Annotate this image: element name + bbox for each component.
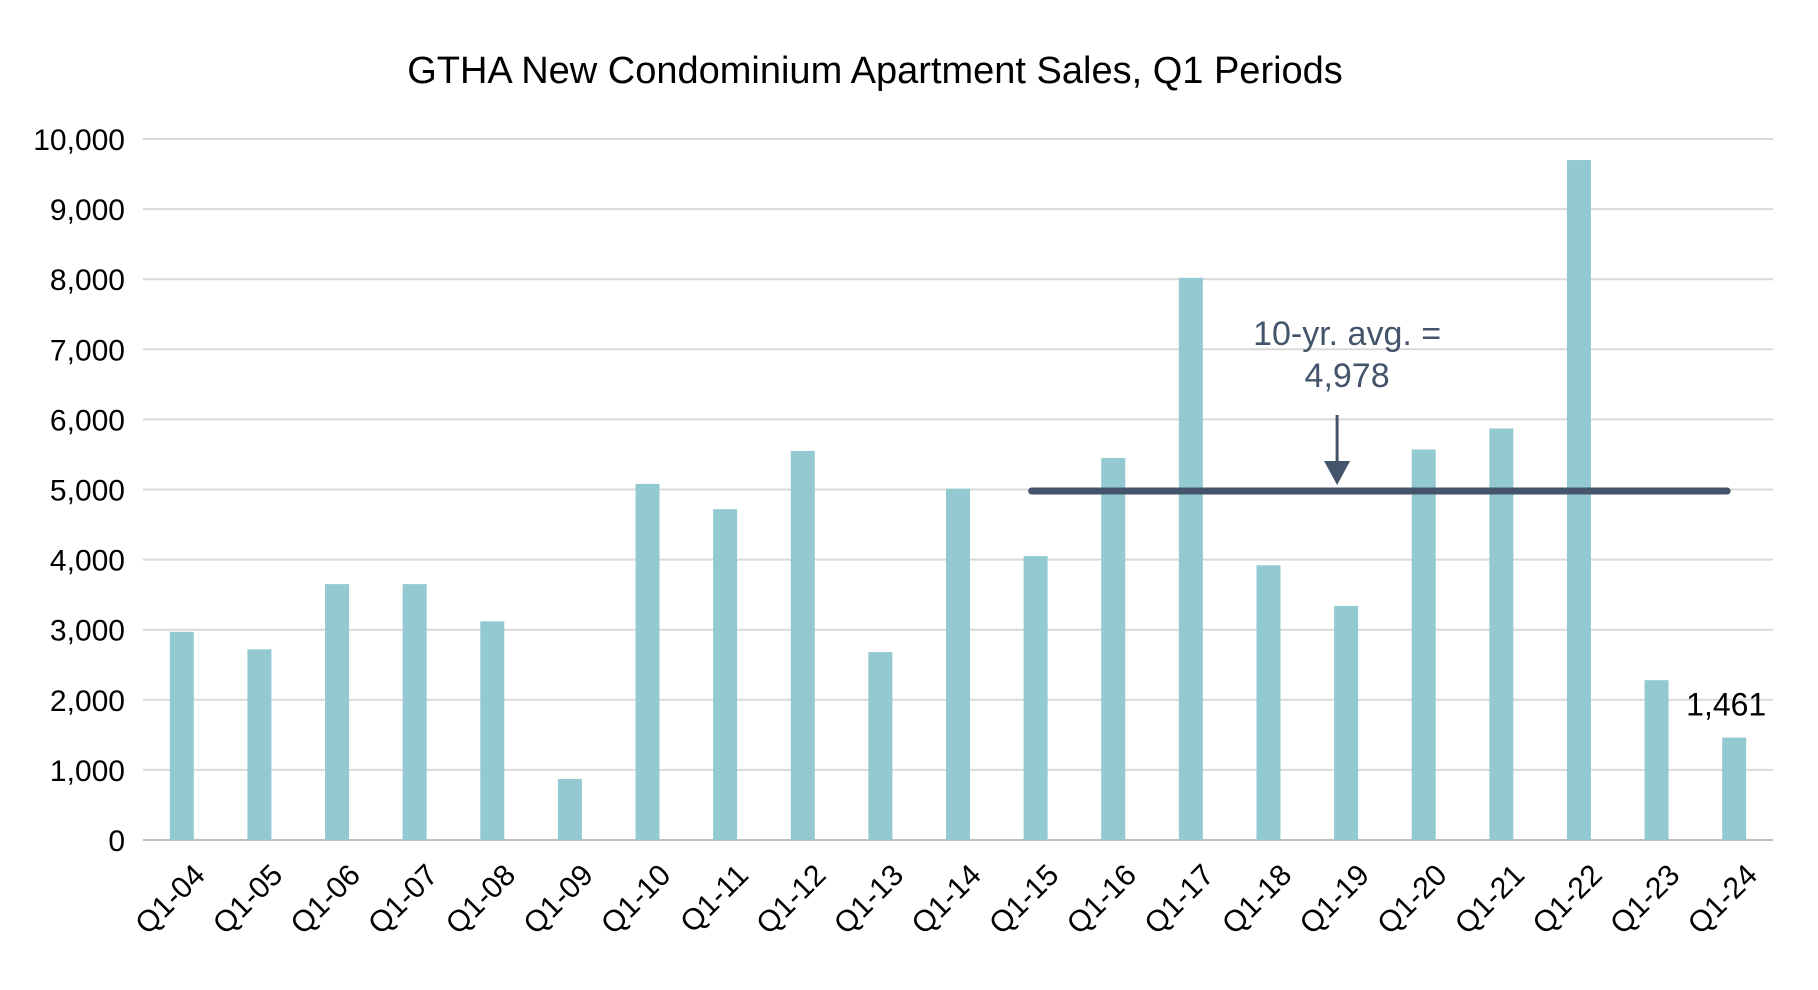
- bar-q1-16: [1101, 457, 1126, 840]
- x-tick-label: Q1-05: [207, 858, 289, 940]
- y-tick-label: 6,000: [50, 404, 125, 437]
- x-tick-label: Q1-24: [1682, 858, 1764, 940]
- bar-q1-21: [1489, 428, 1514, 840]
- x-tick-label: Q1-15: [983, 858, 1065, 940]
- x-tick-label: Q1-08: [440, 858, 522, 940]
- bar-q1-04: [169, 631, 194, 840]
- y-tick-label: 3,000: [50, 615, 125, 648]
- bar-q1-17: [1178, 277, 1203, 841]
- x-tick-label: Q1-07: [362, 858, 444, 940]
- x-tick-label: Q1-06: [285, 858, 367, 940]
- data-labels: 1,461: [1686, 687, 1766, 723]
- x-tick-label: Q1-12: [750, 858, 832, 940]
- bar-q1-06: [325, 584, 350, 840]
- x-tick-label: Q1-14: [905, 858, 987, 940]
- y-tick-label: 5,000: [50, 475, 125, 508]
- bar-q1-12: [790, 450, 815, 840]
- y-tick-label: 0: [108, 825, 125, 858]
- y-tick-label: 2,000: [50, 685, 125, 718]
- bar-q1-14: [946, 488, 970, 840]
- bar-q1-24: [1722, 737, 1747, 840]
- y-tick-label: 10,000: [33, 124, 125, 157]
- y-axis-ticks: 0 1,000 2,000 3,000 4,000 5,000 6,000 7,000 8,00…: [33, 124, 125, 858]
- x-tick-label: Q1-16: [1061, 858, 1143, 940]
- x-tick-label: Q1-19: [1294, 858, 1376, 940]
- x-tick-label: Q1-23: [1604, 858, 1686, 940]
- data-label: 1,461: [1686, 687, 1766, 723]
- chart-title: GTHA New Condominium Apartment Sales, Q1…: [407, 50, 1343, 92]
- y-tick-label: 4,000: [50, 545, 125, 578]
- bar-q1-23: [1644, 680, 1669, 840]
- bar-q1-09: [557, 779, 582, 840]
- bars: [169, 160, 1747, 841]
- bar-q1-15: [1023, 556, 1048, 840]
- bar-q1-20: [1411, 449, 1436, 840]
- y-tick-label: 8,000: [50, 264, 125, 297]
- x-tick-label: Q1-09: [517, 858, 599, 940]
- x-tick-label: Q1-11: [674, 858, 755, 939]
- bar-q1-18: [1256, 565, 1281, 840]
- x-tick-label: Q1-20: [1371, 858, 1453, 940]
- x-tick-label: Q1-17: [1138, 858, 1220, 940]
- bar-q1-11: [713, 509, 738, 840]
- x-tick-label: Q1-10: [595, 858, 677, 940]
- x-tick-label: Q1-22: [1526, 858, 1608, 940]
- average-label-line2: 4,978: [1305, 357, 1390, 395]
- y-tick-label: 1,000: [50, 755, 125, 788]
- bar-q1-08: [480, 621, 505, 840]
- bar-q1-10: [635, 483, 660, 840]
- y-tick-label: 9,000: [50, 194, 125, 227]
- x-tick-label: Q1-04: [129, 858, 211, 940]
- average-label-line1: 10-yr. avg. =: [1253, 315, 1441, 353]
- bar-q1-07: [402, 584, 427, 840]
- x-tick-label: Q1-13: [828, 858, 910, 940]
- bar-q1-05: [247, 649, 272, 840]
- x-tick-label: Q1-18: [1216, 858, 1298, 940]
- x-axis-ticks: Q1-04Q1-05Q1-06Q1-07Q1-08Q1-09Q1-10Q1-11…: [129, 858, 1764, 940]
- x-tick-label: Q1-21: [1449, 858, 1531, 940]
- y-tick-label: 7,000: [50, 334, 125, 367]
- bar-q1-19: [1334, 605, 1359, 840]
- bar-q1-22: [1566, 160, 1591, 840]
- average-arrow-head: [1324, 461, 1351, 486]
- average-annotation: 10-yr. avg. = 4,978: [1028, 315, 1731, 495]
- bar-q1-13: [868, 652, 893, 840]
